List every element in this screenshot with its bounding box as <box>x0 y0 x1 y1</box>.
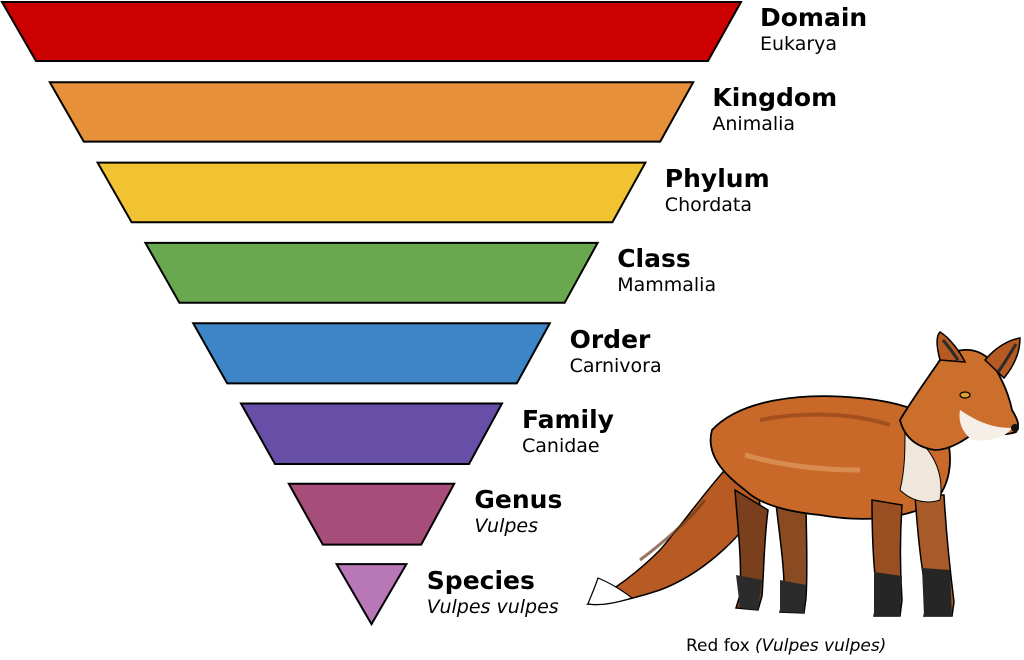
pyramid-band-phylum <box>95 161 648 224</box>
rank-name: Phylum <box>664 163 770 193</box>
rank-name: Order <box>569 324 651 354</box>
rank-label-phylum: Phylum Chordata <box>665 166 770 215</box>
pyramid-band-family <box>239 402 504 465</box>
rank-name: Species <box>426 565 535 595</box>
rank-value: Canidae <box>522 435 600 457</box>
rank-value: Chordata <box>664 193 753 216</box>
rank-label-domain: Domain Eukarya <box>760 5 867 54</box>
rank-name: Kingdom <box>712 83 838 113</box>
pyramid-band-species <box>334 563 409 627</box>
rank-value: Vulpes <box>474 515 539 538</box>
fox-caption: Red fox (Vulpes vulpes) <box>686 636 886 656</box>
rank-name: Genus <box>474 485 563 515</box>
caption-common-name: Red fox <box>686 636 750 656</box>
rank-value: Mammalia <box>617 274 717 297</box>
rank-name: Class <box>617 244 691 274</box>
rank-label-genus: Genus Vulpes <box>474 487 562 536</box>
pyramid-band-genus <box>287 482 456 546</box>
rank-value: Carnivora <box>569 354 662 377</box>
rank-label-kingdom: Kingdom Animalia <box>712 85 837 134</box>
pyramid-band-class <box>143 241 600 304</box>
taxonomy-pyramid <box>0 1 743 627</box>
caption-scientific-name: (Vulpes vulpes) <box>755 636 887 656</box>
rank-value: Vulpes vulpes <box>426 595 559 618</box>
rank-label-family: Family Canidae <box>522 407 614 456</box>
rank-name: Domain <box>760 3 868 32</box>
rank-value: Animalia <box>712 113 796 136</box>
rank-label-class: Class Mammalia <box>617 246 716 295</box>
red-fox-illustration <box>585 331 1021 617</box>
pyramid-band-domain <box>0 1 743 62</box>
rank-label-order: Order Carnivora <box>570 327 662 376</box>
pyramid-band-order <box>191 322 552 385</box>
pyramid-band-kingdom <box>48 81 695 143</box>
rank-value: Eukarya <box>760 33 838 55</box>
rank-name: Family <box>522 405 614 434</box>
rank-label-species: Species Vulpes vulpes <box>427 568 559 617</box>
